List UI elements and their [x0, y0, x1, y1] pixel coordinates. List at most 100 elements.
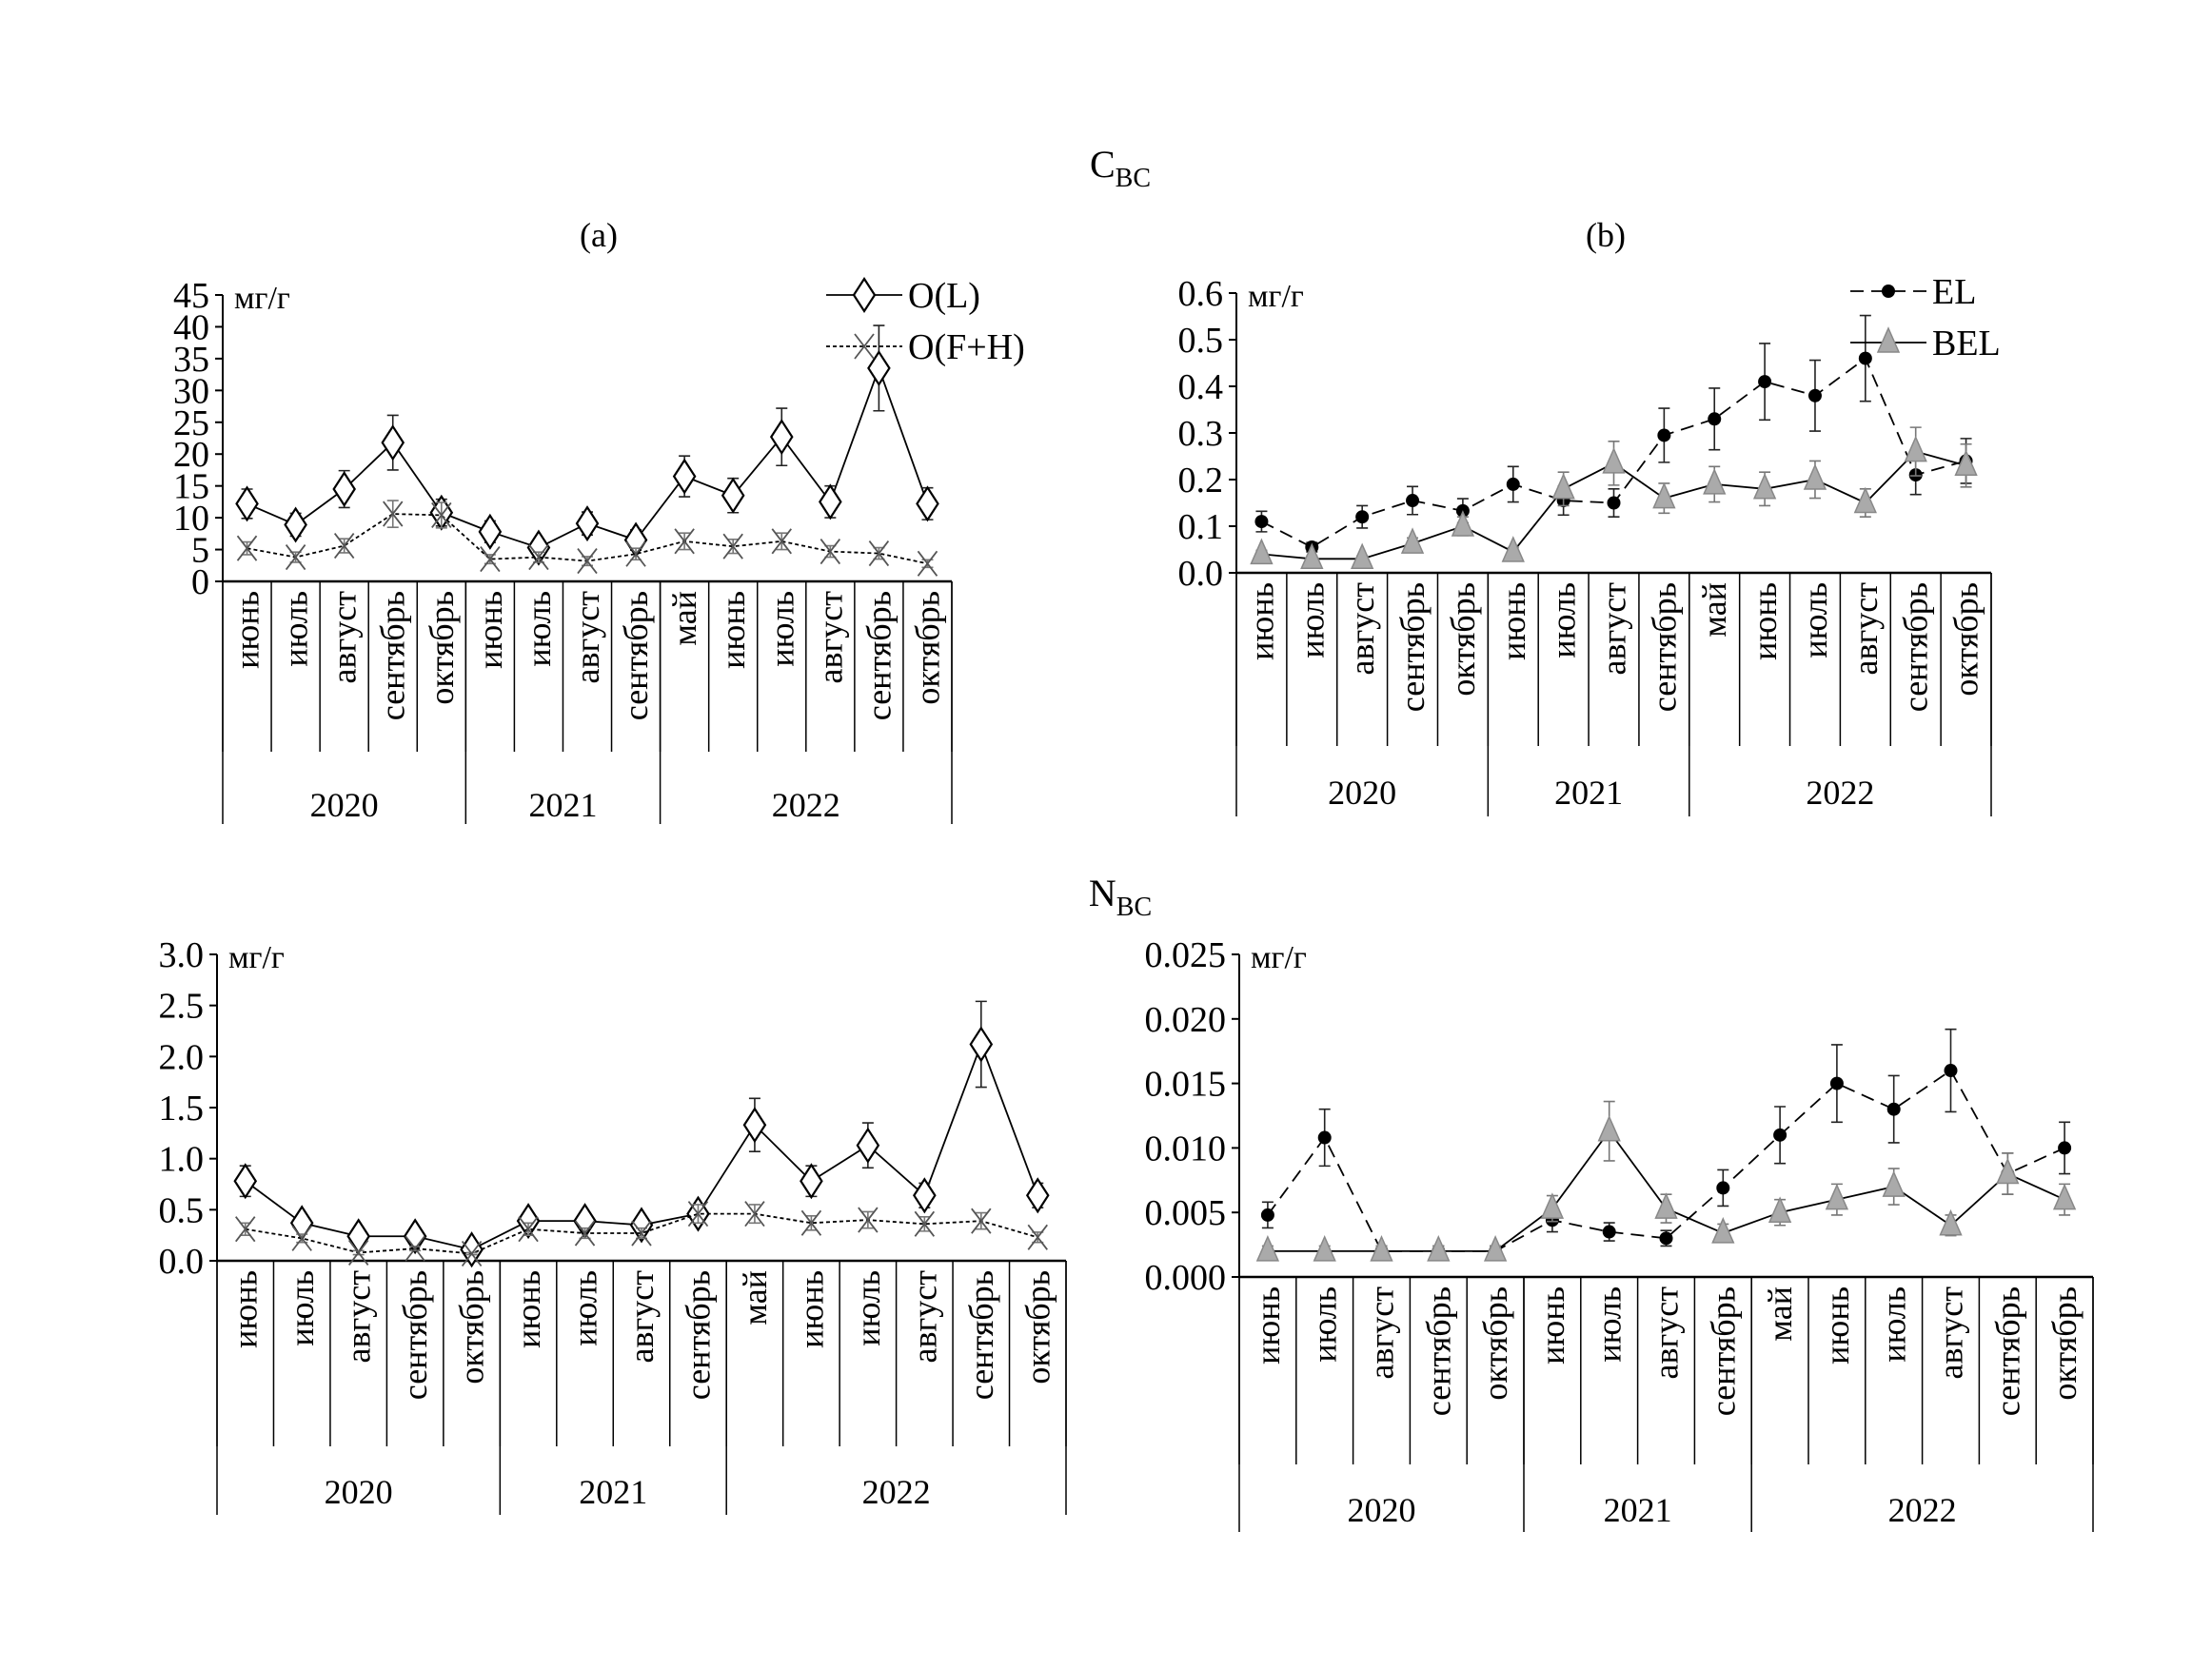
data-point	[1355, 510, 1370, 524]
data-point	[431, 501, 452, 528]
data-point	[742, 1107, 767, 1144]
year-label: 2020	[1328, 774, 1396, 812]
data-point	[631, 1220, 652, 1247]
data-point	[1250, 538, 1274, 565]
unit-label: мг/г	[228, 940, 285, 975]
x-tick-label: июнь	[792, 1270, 830, 1348]
data-point	[629, 1207, 654, 1244]
y-tick-label: 2.0	[159, 1037, 205, 1077]
data-point	[2052, 1183, 2077, 1210]
year-label: 2021	[1554, 774, 1623, 812]
x-tick-label: август	[622, 1270, 661, 1364]
x-tick-label: август	[1847, 582, 1885, 676]
x-tick-label: октябрь	[1476, 1286, 1514, 1401]
data-point	[687, 1201, 709, 1227]
data-point	[1996, 1157, 2020, 1185]
x-tick-label: июнь	[1494, 582, 1532, 660]
x-tick-label: июль	[277, 591, 315, 667]
x-tick-label: июнь	[1746, 582, 1784, 660]
y-tick-label: 0.025	[1145, 935, 1227, 975]
x-tick-label: июль	[1796, 582, 1834, 658]
data-point	[1254, 515, 1269, 529]
data-point	[1954, 449, 1978, 477]
x-tick-label: июнь	[1533, 1286, 1571, 1365]
series-BEL	[1255, 1100, 2077, 1262]
data-point	[333, 532, 355, 560]
y-tick-label: 15	[173, 467, 209, 507]
data-point	[1803, 463, 1827, 490]
series-line	[245, 1212, 1038, 1255]
year-label: 2022	[1806, 774, 1874, 812]
y-tick-label: 40	[173, 307, 209, 347]
data-point	[518, 1216, 539, 1243]
data-point	[1886, 1102, 1901, 1116]
data-point	[913, 1177, 937, 1214]
x-tick-label: октябрь	[908, 591, 946, 705]
data-point	[1652, 481, 1676, 509]
data-point	[1317, 1130, 1332, 1145]
year-label: 2021	[1604, 1491, 1672, 1529]
data-point	[1768, 1196, 1792, 1223]
series-O(F+H): O(F+H)	[236, 327, 1025, 577]
data-point	[1939, 1208, 1963, 1236]
y-tick-label: 0.010	[1145, 1129, 1227, 1168]
x-tick-label: июнь	[1242, 582, 1280, 660]
y-tick-label: 35	[173, 340, 209, 380]
x-tick-label: июль	[762, 591, 800, 667]
x-tick-label: октябрь	[2045, 1286, 2084, 1401]
data-point	[347, 1239, 369, 1266]
data-point	[461, 1240, 483, 1267]
x-tick-label: июль	[283, 1270, 321, 1346]
x-tick-label: июнь	[1818, 1286, 1856, 1365]
data-point	[526, 529, 551, 566]
x-tick-label: июль	[1306, 1286, 1344, 1363]
data-point	[233, 1163, 258, 1200]
data-point	[381, 424, 405, 461]
x-tick-label: сентябрь	[396, 1270, 434, 1400]
data-point	[674, 528, 695, 555]
y-tick-label: 0.5	[159, 1190, 205, 1230]
data-point	[820, 539, 841, 565]
legend-marker	[854, 333, 875, 360]
x-tick-label: август	[1932, 1286, 1970, 1380]
x-tick-label: июнь	[228, 591, 267, 669]
data-point	[575, 505, 600, 542]
legend-label: O(L)	[908, 276, 980, 316]
data-point	[1829, 1076, 1844, 1090]
data-point	[1659, 1231, 1673, 1246]
y-tick-label: 0.1	[1178, 507, 1224, 547]
data-point	[914, 1210, 936, 1237]
data-point	[800, 1163, 823, 1200]
data-point	[1255, 1235, 1280, 1262]
data-point	[672, 458, 697, 495]
year-label: 2020	[310, 786, 379, 824]
x-tick-label: октябрь	[1444, 582, 1482, 697]
x-tick-label: сентябрь	[1897, 582, 1935, 712]
y-tick-label: 0.015	[1145, 1065, 1227, 1105]
data-point	[969, 1026, 994, 1063]
year-label: 2020	[1348, 1491, 1416, 1529]
data-point	[856, 1127, 880, 1164]
x-tick-label: октябрь	[1947, 582, 1985, 697]
legend-marker	[1882, 285, 1895, 298]
data-point	[516, 1203, 541, 1240]
data-point	[625, 540, 646, 567]
x-tick-label: октябрь	[453, 1270, 491, 1384]
data-point	[867, 349, 891, 386]
y-tick-label: 0.0	[1178, 554, 1224, 594]
y-tick-label: 45	[173, 276, 209, 316]
y-tick-label: 3.0	[159, 935, 205, 975]
x-tick-label: июль	[566, 1270, 604, 1346]
x-tick-label: сентябрь	[679, 1270, 717, 1400]
x-tick-label: октябрь	[423, 591, 461, 705]
c-title: CВС	[1090, 143, 1151, 193]
x-tick-label: август	[905, 1270, 943, 1364]
year-label: 2020	[325, 1473, 393, 1511]
data-point	[1351, 542, 1374, 570]
legend-label: O(F+H)	[908, 327, 1025, 367]
data-point	[405, 1235, 425, 1262]
y-tick-label: 0.000	[1145, 1258, 1227, 1298]
